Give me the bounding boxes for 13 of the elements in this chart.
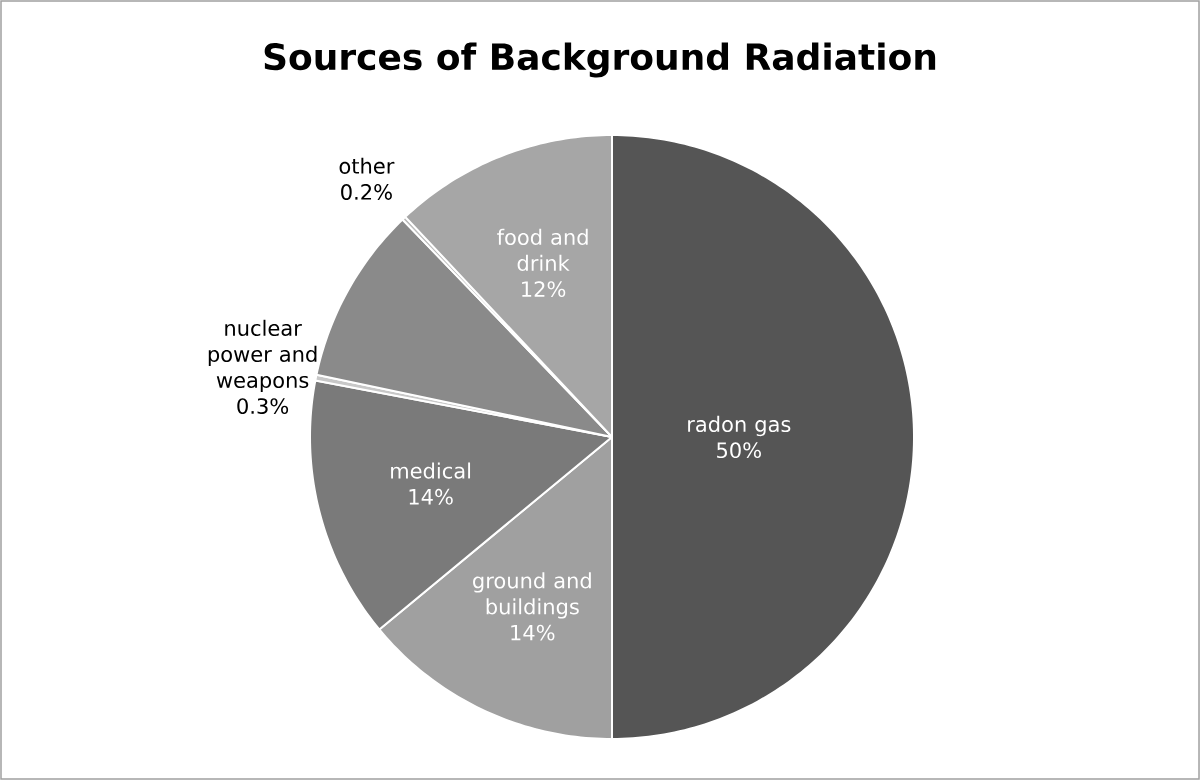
data-label: 14% (511, 624, 555, 641)
slice-label: ground and buildings (473, 572, 591, 619)
data-label: 14% (409, 488, 453, 505)
slice-label: radon gas (688, 415, 791, 437)
data-label: 0.2% (341, 184, 392, 200)
chart-title: Sources of Background Radiation (264, 42, 936, 78)
data-label: 0.3% (237, 398, 289, 415)
slice-label: nuclear power and weapons (208, 319, 317, 393)
slice-label: medical (391, 462, 471, 479)
slice-label: food and drink (497, 228, 588, 272)
slice-label: other (339, 157, 395, 174)
data-label: 50% (717, 442, 761, 459)
data-label: 12% (522, 281, 566, 298)
